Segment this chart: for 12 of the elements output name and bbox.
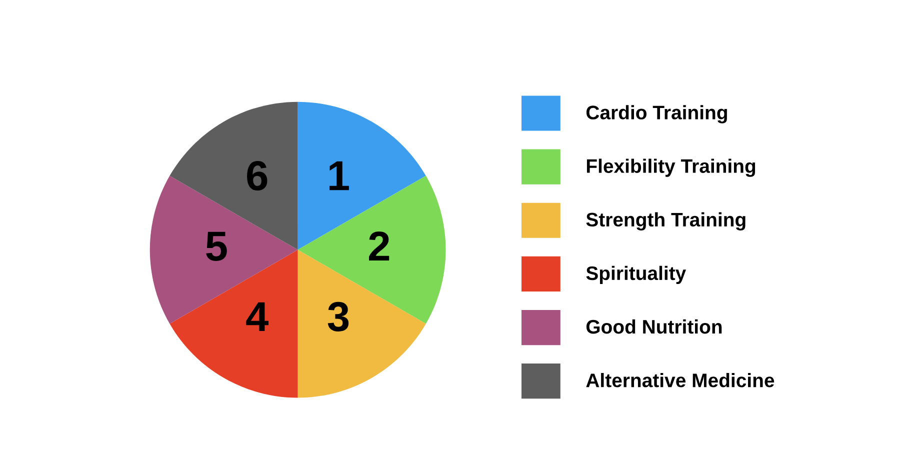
text: 3 <box>328 302 349 332</box>
text: 4 <box>246 302 268 332</box>
text: 5 <box>206 232 227 261</box>
text: 1 <box>330 161 349 190</box>
legend-label: Flexibility Training <box>586 158 756 177</box>
legend-label: Spirituality <box>586 266 686 284</box>
text: 6 <box>247 160 268 190</box>
legend-label: Strength Training <box>586 212 746 230</box>
legend-label: Cardio Training <box>586 105 727 124</box>
legend-label: Good Nutrition <box>586 319 722 334</box>
text: 2 <box>369 231 390 261</box>
legend-label: Alternative Medicine <box>586 372 774 388</box>
